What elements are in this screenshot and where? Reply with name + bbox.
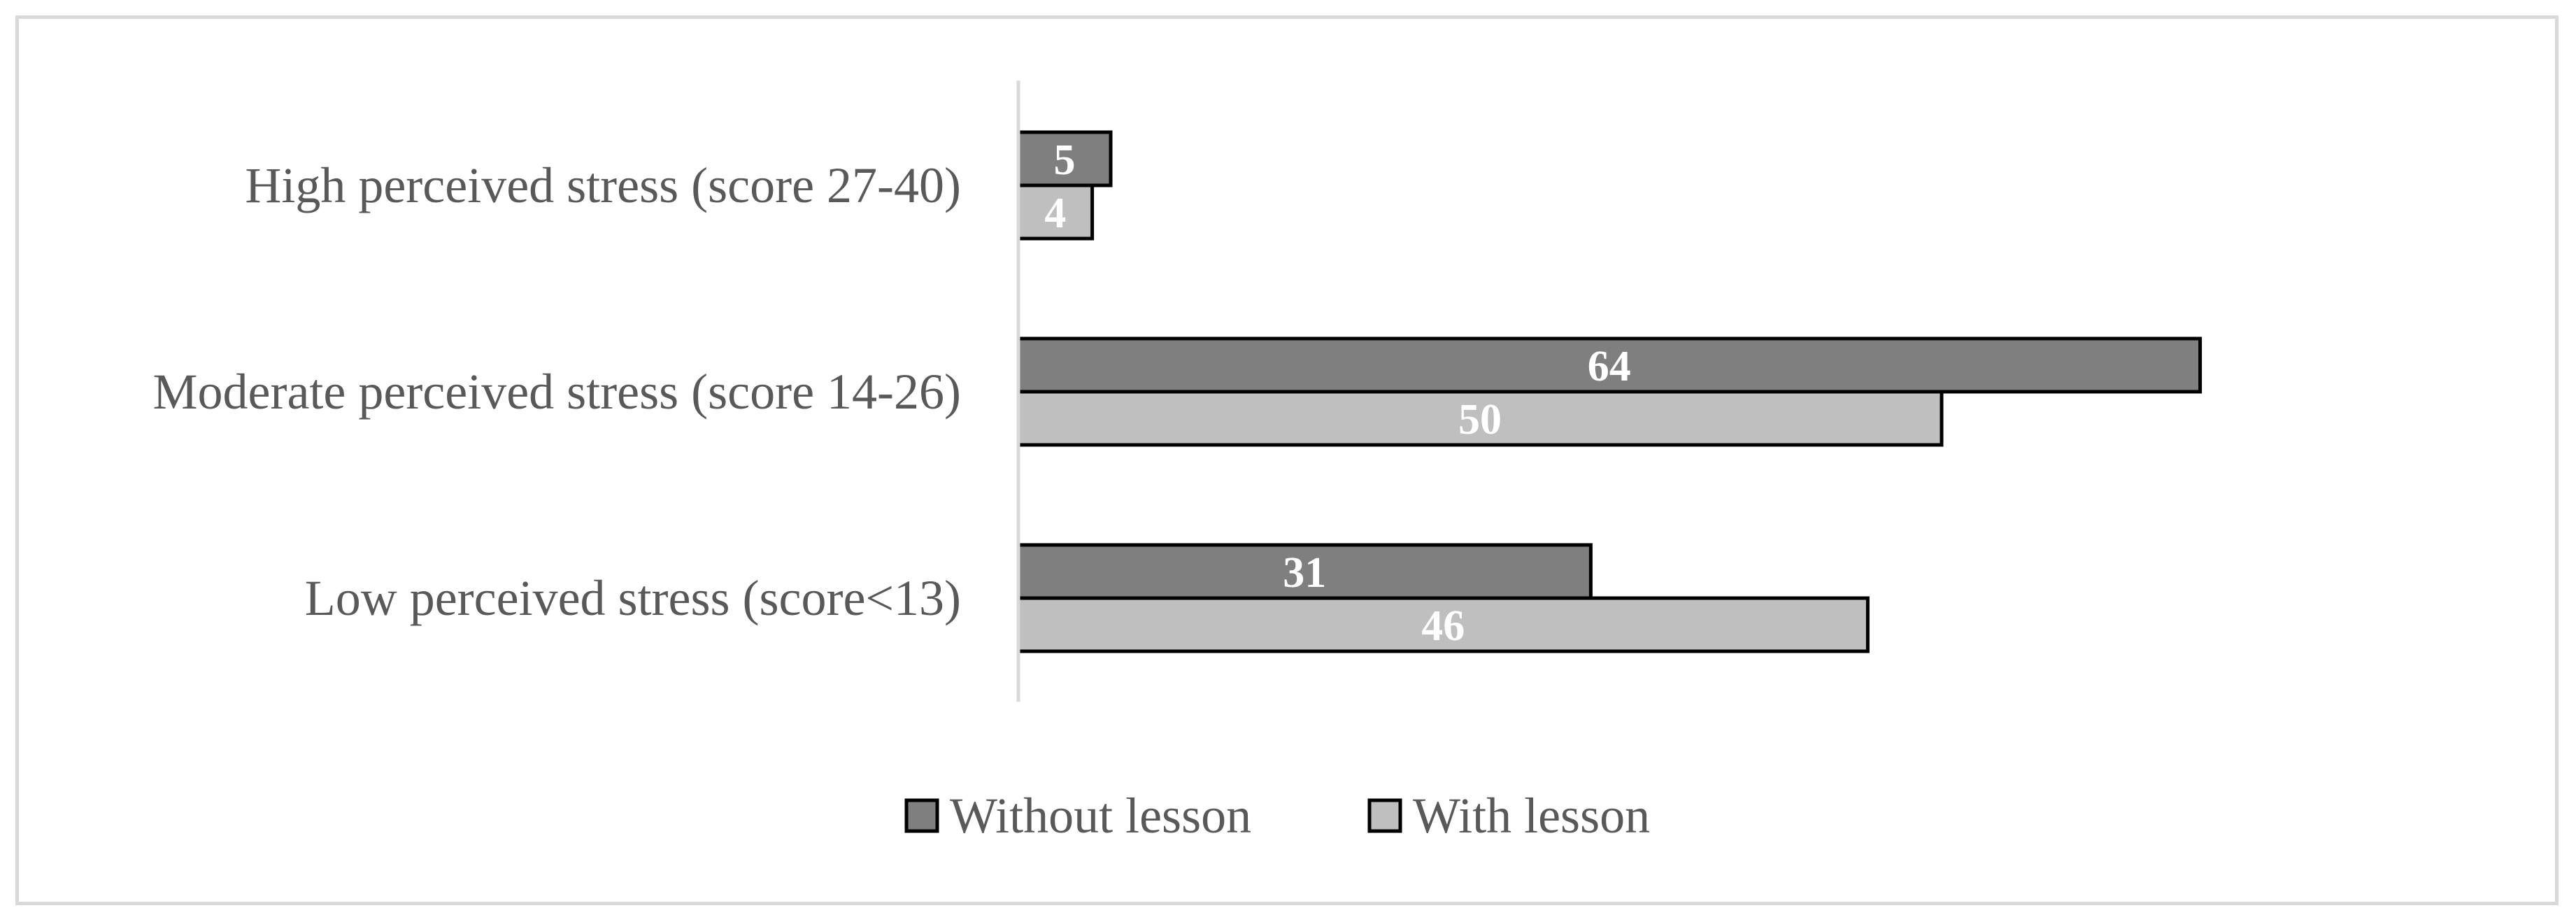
data-label: 64 [1588,343,1631,390]
bars [1016,130,2203,653]
legend-label: Without lesson [950,788,1251,844]
bar-with-lesson [1016,596,1870,653]
bar-without-lesson [1016,336,2203,394]
data-labels: 5 4 64 50 31 46 [1044,136,1631,650]
bar-with-lesson [1016,183,1095,241]
data-label: 46 [1421,602,1465,650]
category-labels: High perceived stress (score 27-40) Moder… [152,157,961,626]
legend-swatch [904,798,939,833]
data-label: 31 [1283,549,1326,597]
data-label: 50 [1458,396,1502,444]
legend-swatch [1367,798,1402,833]
legend: Without lesson With lesson [904,788,1650,844]
chart-frame [15,15,2559,905]
data-label: 5 [1054,136,1076,184]
legend-label: With lesson [1413,788,1650,844]
bar-with-lesson [1016,390,1944,447]
data-label: 4 [1044,190,1066,237]
category-label: High perceived stress (score 27-40) [245,157,961,213]
category-label: Moderate perceived stress (score 14-26) [152,364,961,420]
category-label: Low perceived stress (score<13) [305,570,961,626]
